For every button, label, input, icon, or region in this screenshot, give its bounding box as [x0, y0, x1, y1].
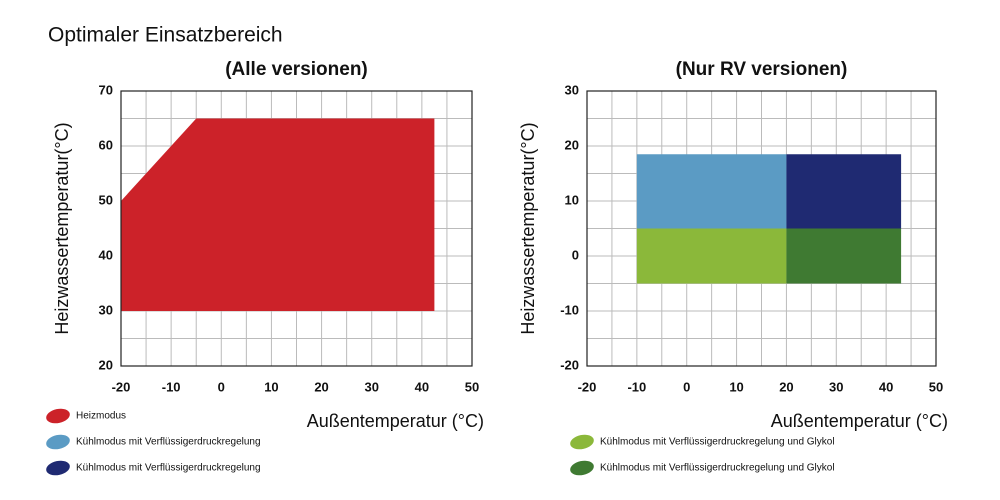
x-tick-label: 40: [879, 379, 893, 394]
y-tick-label: -20: [560, 357, 579, 372]
legend-label: Kühlmodus mit Verflüssigerdruckregelung: [76, 463, 261, 474]
legend-swatch: [46, 434, 70, 450]
y-tick-label: 20: [99, 357, 113, 372]
region: [636, 154, 787, 229]
legend-swatch: [46, 460, 70, 476]
legend-swatch: [46, 408, 70, 424]
chart-title: (Alle versionen): [225, 59, 368, 80]
x-tick-label: 50: [929, 379, 943, 394]
x-tick-label: 40: [415, 379, 429, 394]
legend-swatch: [570, 460, 594, 476]
y-tick-label: 0: [572, 247, 579, 262]
legend-swatch: [570, 434, 594, 450]
y-tick-label: -10: [560, 302, 579, 317]
plot-frame: [586, 90, 937, 367]
legend-label: Kühlmodus mit Verflüssigerdruckregelung …: [600, 463, 835, 474]
x-tick-label: 0: [683, 379, 690, 394]
y-tick-label: 50: [99, 192, 113, 207]
x-tick-label: 10: [729, 379, 743, 394]
x-tick-label: 0: [218, 379, 225, 394]
region: [121, 118, 435, 311]
x-tick-label: 30: [829, 379, 843, 394]
y-tick-label: 30: [99, 302, 113, 317]
x-tick-label: 10: [264, 379, 278, 394]
region: [786, 228, 902, 284]
chart-title: (Nur RV versionen): [676, 59, 848, 80]
y-tick-label: 20: [565, 137, 579, 152]
x-tick-label: -20: [578, 379, 597, 394]
page-title: Optimaler Einsatzbereich: [48, 24, 283, 47]
plot-frame: [120, 90, 473, 367]
x-tick-label: 30: [364, 379, 378, 394]
legend-label: Kühlmodus mit Verflüssigerdruckregelung: [76, 437, 261, 448]
y-axis-title: Heizwassertemperatur(°C): [518, 122, 538, 334]
region: [636, 228, 787, 284]
x-axis-title: Außentemperatur (°C): [771, 411, 948, 431]
legend-label: Kühlmodus mit Verflüssigerdruckregelung …: [600, 437, 835, 448]
legend-label: Heizmodus: [76, 411, 126, 422]
x-tick-label: -10: [627, 379, 646, 394]
y-tick-label: 60: [99, 137, 113, 152]
y-tick-label: 30: [565, 82, 579, 97]
y-axis-title: Heizwassertemperatur(°C): [52, 122, 72, 334]
y-tick-label: 10: [565, 192, 579, 207]
x-axis-title: Außentemperatur (°C): [307, 411, 484, 431]
x-tick-label: 20: [779, 379, 793, 394]
x-tick-label: -10: [162, 379, 181, 394]
x-tick-label: 50: [465, 379, 479, 394]
y-tick-label: 40: [99, 247, 113, 262]
x-tick-label: 20: [314, 379, 328, 394]
x-tick-label: -20: [112, 379, 131, 394]
y-tick-label: 70: [99, 82, 113, 97]
region: [786, 154, 902, 229]
